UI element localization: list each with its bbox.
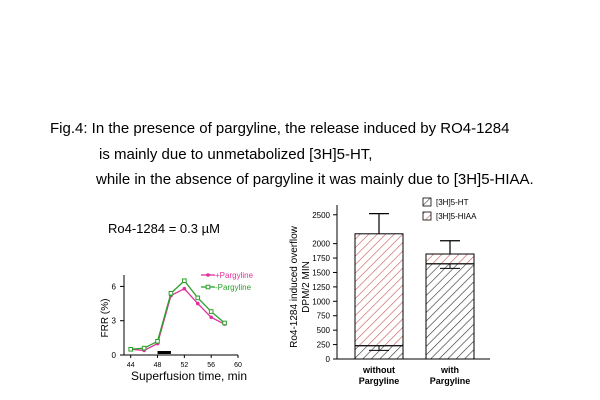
y-tick-label: 2000 (312, 240, 330, 249)
y-tick-label: 1000 (312, 297, 330, 306)
x-axis-label: Superfusion time, min (131, 369, 247, 383)
data-point (195, 301, 200, 306)
series-line-1 (130, 287, 225, 352)
y-axis-label: FRR (%) (100, 299, 111, 338)
series-line-2 (130, 279, 226, 350)
y-tick-label: 6 (112, 282, 117, 291)
x-tick-label: 44 (127, 362, 135, 369)
y-axis-label-line2: DPM/2 MIN (301, 261, 312, 313)
y-tick-label: 1750 (312, 254, 330, 263)
y-tick-label: 1500 (312, 268, 330, 277)
data-point (128, 346, 134, 352)
y-tick-label: 500 (317, 326, 331, 335)
legend-swatch (422, 211, 432, 221)
bar-5hiaa-segment (354, 233, 404, 347)
category-label-line1: without (362, 365, 395, 375)
category-label-line2: Pargyline (359, 376, 400, 386)
data-point (168, 290, 174, 296)
caption-line-2: is mainly due to unmetabolized [3H]5-HT, (99, 146, 373, 163)
data-point (222, 320, 227, 326)
legend-marker (206, 273, 210, 277)
y-tick-label: 250 (317, 341, 331, 350)
data-point (208, 309, 214, 314)
data-point (141, 345, 147, 351)
bar-5ht-segment (425, 263, 475, 360)
y-tick-label: 0 (326, 355, 331, 364)
legend-marker (205, 284, 211, 290)
y-tick-label: 1250 (312, 283, 330, 292)
category-label-line1: with (440, 365, 459, 375)
data-point (195, 295, 201, 301)
legend-label: -Pargyline (215, 283, 252, 292)
bar-5hiaa-segment (425, 253, 475, 265)
legend-label: [3H]5-HIAA (436, 212, 477, 221)
y-tick-label: 3 (112, 317, 117, 326)
figure-caption: Fig.4: In the presence of pargyline, the… (50, 120, 534, 188)
stimulus-bar (157, 351, 171, 354)
x-tick-label: 48 (154, 362, 162, 369)
concentration-annotation: Ro4-1284 = 0.3 µM (108, 221, 220, 236)
data-point (182, 286, 187, 291)
x-tick-label: 52 (180, 362, 188, 369)
overflow-bar-chart: 0 250 500 750 1000 1250 1500 1750 2000 2500 Ro4-12… (289, 197, 490, 386)
y-axis-label-line1: Ro4-1284 induced overflow (289, 225, 300, 348)
legend-label: +Pargyline (215, 271, 254, 280)
legend-swatch (422, 197, 432, 207)
legend-label: [3H]5-HT (436, 198, 469, 207)
y-tick-label: 750 (317, 312, 331, 321)
caption-line-1: Fig.4: In the presence of pargyline, the… (50, 120, 510, 137)
caption-line-3: while in the absence of pargyline it was… (96, 171, 534, 188)
y-tick-label: 0 (112, 351, 117, 360)
x-tick-label: 60 (234, 362, 242, 369)
data-point (182, 278, 187, 284)
y-tick-label: 2500 (312, 211, 330, 220)
data-point (155, 338, 160, 344)
x-tick-label: 56 (207, 362, 215, 369)
category-label-line2: Pargyline (430, 376, 471, 386)
frr-line-chart: Ro4-1284 = 0.3 µM 0 3 6 44 48 52 56 60Superfusio… (100, 221, 254, 383)
data-point (209, 315, 213, 320)
